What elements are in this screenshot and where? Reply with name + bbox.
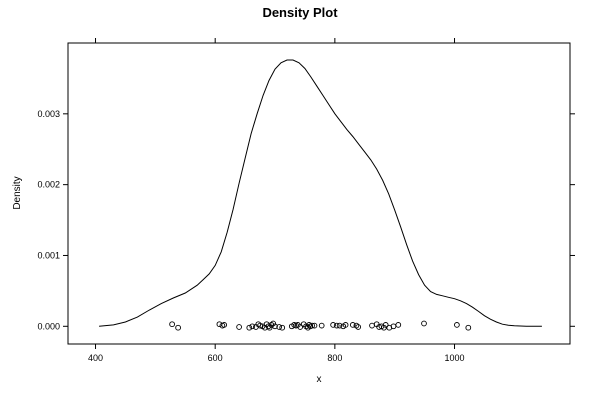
data-point <box>355 324 362 330</box>
data-point <box>395 322 402 328</box>
data-point <box>333 322 340 329</box>
data-point <box>216 321 223 328</box>
data-point <box>306 322 312 328</box>
data-point <box>318 322 325 329</box>
data-point <box>266 324 273 331</box>
data-point <box>336 322 343 329</box>
y-tick-label: 0.003 <box>37 109 60 119</box>
y-tick-label: 0.001 <box>37 250 60 260</box>
y-tick-label: 0.000 <box>37 321 60 331</box>
data-point <box>249 323 256 330</box>
data-points <box>169 320 472 331</box>
axis-ticks: 400 600 800 1000 0.000 0.001 0.002 0.003 <box>37 38 575 363</box>
x-tick-label: 400 <box>88 353 103 363</box>
chart-title: Density Plot <box>262 5 338 20</box>
data-point <box>421 320 427 327</box>
data-point <box>257 322 263 329</box>
data-point <box>279 324 286 331</box>
x-tick-label: 800 <box>327 353 342 363</box>
data-point <box>454 322 460 328</box>
data-point <box>342 322 349 328</box>
data-point <box>221 322 228 328</box>
density-curve <box>99 59 542 327</box>
data-point <box>175 324 181 331</box>
data-point <box>246 324 253 331</box>
data-point <box>236 324 242 330</box>
data-point <box>169 321 175 328</box>
plot-panel <box>67 42 571 345</box>
x-tick-label: 600 <box>208 353 223 363</box>
data-point <box>270 320 277 327</box>
data-point <box>309 322 315 329</box>
data-point <box>369 322 375 329</box>
data-point <box>276 324 283 330</box>
data-point <box>381 324 387 331</box>
x-tick-label: 1000 <box>445 353 465 363</box>
data-point <box>330 322 336 328</box>
data-point <box>272 323 278 330</box>
data-point <box>265 323 272 330</box>
x-axis-label: x <box>317 374 322 385</box>
data-point <box>382 322 389 328</box>
data-point <box>465 324 472 331</box>
y-tick-label: 0.002 <box>37 180 60 190</box>
data-point <box>297 324 304 330</box>
data-point <box>311 322 318 329</box>
data-point <box>349 322 356 328</box>
data-point <box>390 323 397 330</box>
y-axis-label: Density <box>12 176 23 209</box>
